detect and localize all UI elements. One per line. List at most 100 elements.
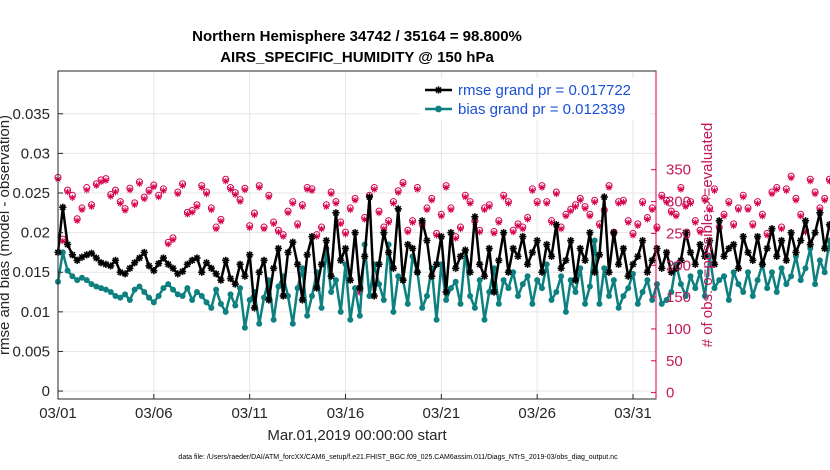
asterisk-stroke: [256, 184, 262, 191]
obs-evaluated-point: [284, 209, 292, 217]
obs-evaluated-point: [591, 199, 598, 206]
obs-evaluated-point: [246, 224, 253, 231]
obs-evaluated-point: [347, 206, 354, 214]
asterisk-stroke: [663, 199, 670, 205]
obs-evaluated-point: [615, 200, 622, 207]
bias-point: [117, 294, 124, 301]
obs-evaluated-point: [107, 193, 114, 200]
asterisk-stroke: [165, 261, 172, 268]
obs-evaluated-point: [193, 203, 201, 210]
obs-evaluated-point: [677, 186, 685, 193]
asterisk-stroke: [308, 233, 316, 240]
rmse-point: [408, 244, 417, 253]
asterisk-stroke: [605, 269, 613, 276]
obs-evaluated-point: [404, 228, 411, 236]
asterisk-stroke: [629, 261, 637, 268]
asterisk-stroke: [280, 292, 287, 300]
obs-evaluated-point: [740, 193, 747, 201]
bias-point: [716, 277, 723, 284]
rmse-point: [797, 236, 805, 245]
asterisk-stroke: [807, 178, 813, 184]
asterisk-stroke: [169, 265, 177, 272]
rmse-point: [543, 240, 551, 249]
rmse-point: [730, 240, 738, 249]
rmse-point: [452, 264, 460, 272]
asterisk-stroke: [366, 193, 373, 201]
obs-evaluated-point: [500, 193, 507, 201]
asterisk-stroke: [236, 261, 244, 268]
rmse-point: [155, 259, 163, 268]
rmse-point: [107, 262, 115, 270]
bias-point: [749, 293, 756, 300]
asterisk-stroke: [328, 191, 334, 197]
bias-point: [203, 299, 210, 306]
obs-evaluated-point: [514, 222, 522, 229]
obs-evaluated-point: [385, 219, 392, 226]
rmse-point: [691, 260, 699, 268]
asterisk-stroke: [563, 213, 569, 219]
asterisk-stroke: [620, 199, 627, 205]
asterisk-stroke: [241, 273, 249, 280]
rmse-point: [801, 217, 810, 225]
rmse-point: [701, 252, 709, 260]
bias-point: [816, 257, 823, 264]
obs-evaluated-point: [117, 200, 124, 207]
rmse-point: [504, 268, 513, 276]
obs-evaluated-point: [711, 187, 718, 194]
asterisk-stroke: [577, 197, 583, 203]
obs-evaluated-point: [102, 177, 110, 184]
obs-evaluated-point: [327, 190, 335, 198]
asterisk-stroke: [74, 257, 81, 264]
asterisk-stroke: [69, 251, 76, 258]
asterisk-stroke: [423, 237, 431, 244]
rmse-point: [447, 229, 455, 237]
asterisk-stroke: [232, 280, 239, 288]
asterisk-stroke: [587, 213, 593, 219]
rmse-point: [744, 248, 752, 257]
bias-point: [74, 277, 81, 284]
asterisk-stroke: [496, 219, 502, 226]
asterisk-stroke: [764, 245, 771, 252]
obs-evaluated-point: [605, 184, 613, 191]
x-tick-label: 03/16: [327, 405, 365, 422]
asterisk-stroke: [136, 181, 143, 187]
obs-evaluated-point: [648, 206, 656, 214]
rmse-point: [638, 236, 647, 245]
asterisk-stroke: [520, 226, 526, 232]
asterisk-stroke: [768, 225, 776, 232]
asterisk-stroke: [309, 188, 315, 194]
obs-evaluated-point: [543, 200, 550, 207]
bias-point: [558, 273, 565, 280]
asterisk-stroke: [514, 253, 522, 260]
obs-evaluated-point: [787, 174, 795, 182]
obs-evaluated-point: [179, 182, 186, 189]
asterisk-stroke: [314, 233, 320, 240]
bias-point: [150, 299, 157, 306]
asterisk-stroke: [213, 226, 219, 232]
bias-point: [663, 296, 670, 303]
obs-evaluated-point: [701, 197, 709, 204]
asterisk-stroke: [218, 218, 224, 224]
rmse-point: [706, 236, 714, 245]
y-tick-label: 0.035: [12, 106, 50, 123]
bias-point: [179, 293, 186, 300]
bias-point: [706, 253, 713, 260]
rmse-point: [317, 260, 326, 268]
rmse-point: [696, 240, 704, 249]
asterisk-stroke: [538, 269, 546, 276]
bias-point: [668, 289, 675, 296]
bias-point: [802, 265, 809, 272]
asterisk-stroke: [265, 296, 272, 304]
rmse-point: [399, 276, 407, 284]
obs-evaluated-point: [486, 203, 493, 210]
obs-evaluated-point: [581, 205, 589, 212]
asterisk-stroke: [165, 241, 171, 247]
asterisk-stroke: [424, 207, 430, 213]
obs-evaluated-point: [625, 219, 632, 226]
bias-point: [184, 285, 191, 292]
asterisk-stroke: [127, 187, 133, 193]
rmse-point: [356, 284, 364, 292]
obs-evaluated-point: [481, 206, 488, 214]
rmse-point: [231, 280, 239, 288]
rmse-point: [667, 268, 675, 276]
